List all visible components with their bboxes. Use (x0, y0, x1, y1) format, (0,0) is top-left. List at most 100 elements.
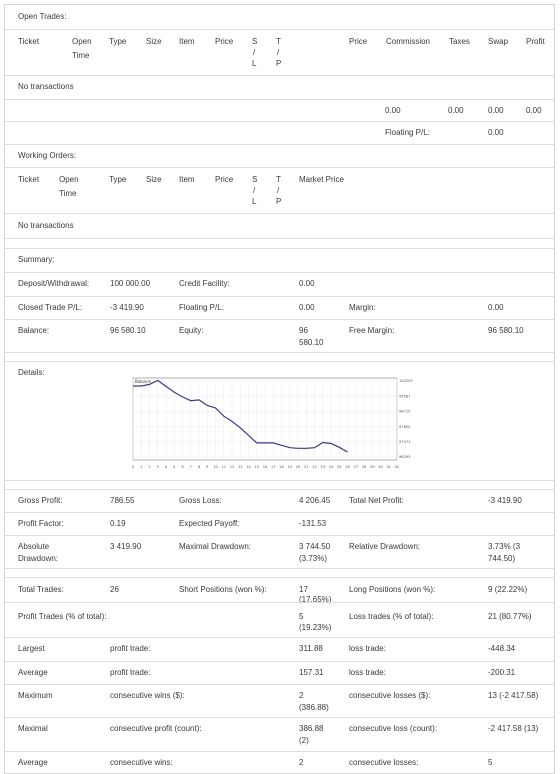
summary-row-2: Closed Trade P/L: -3 419.90 Floating P/L… (5, 296, 554, 319)
trades-row-largest: Largest profit trade: 311.88 loss trade:… (5, 637, 554, 661)
net-profit-value: -3 419.90 (488, 496, 522, 505)
x-tick-label: 5 (173, 465, 175, 469)
relative-drawdown-value-2: 744.50) (488, 554, 516, 563)
deposit-label: Deposit/Withdrawal: (18, 279, 90, 288)
profit-trades-label: Profit Trades (% of total): (18, 612, 107, 621)
total-trades-label: Total Trades: (18, 585, 64, 594)
col-tp-3: P (276, 59, 282, 68)
long-positions-label: Long Positions (won %): (349, 585, 436, 594)
loss-trades-value: 21 (80.77%) (488, 612, 532, 621)
no-transactions-text: No transactions (18, 82, 74, 91)
open-trades-title: Open Trades: (18, 12, 67, 21)
short-positions-label: Short Positions (won %): (179, 585, 267, 594)
col-sl-2: / (253, 186, 256, 195)
closed-pl-label: Closed Trade P/L: (18, 303, 83, 312)
spacer-row (5, 568, 554, 577)
y-tick-label: 96293 (399, 455, 410, 459)
expected-payoff-value: -131.53 (299, 519, 327, 528)
balance-series-line (133, 379, 348, 453)
total-taxes: 0.00 (448, 106, 464, 115)
total-profit: 0.00 (526, 106, 542, 115)
summary-title: Summary: (18, 255, 55, 264)
working-orders-title-row: Working Orders: (5, 144, 554, 167)
max-wins-value-2: (386.88) (299, 703, 329, 712)
total-swap: 0.00 (488, 106, 504, 115)
margin-value: 0.00 (488, 303, 504, 312)
average-label: Average (18, 668, 48, 677)
floating-pl-value: 0.00 (488, 128, 504, 137)
maximal-label: Maximal (18, 724, 48, 733)
x-tick-label: 8 (198, 465, 201, 469)
working-orders-header-row: Ticket Open Time Type Size Item Price S … (5, 167, 554, 213)
x-tick-label: 20 (296, 465, 301, 469)
col-ticket: Ticket (18, 175, 40, 184)
gross-loss-value: 4 206.45 (299, 496, 331, 505)
col-tp-2: / (277, 186, 280, 195)
details-row: Details: 0 1 2 3 4 5 6 7 8 9 10 11 12 13 14 15 16 17 18 19 2… (5, 361, 554, 480)
maximum-label: Maximum (18, 691, 53, 700)
avg-losses-label: consecutive losses: (349, 758, 419, 767)
col-price: Price (215, 175, 234, 184)
x-tick-label: 28 (362, 465, 367, 469)
absolute-drawdown-label-2: Drawdown: (18, 554, 59, 563)
col-swap: Swap (488, 37, 509, 46)
max-losses-label: consecutive losses ($): (349, 691, 431, 700)
col-sl-1: S (252, 37, 258, 46)
col-type: Type (109, 175, 127, 184)
max-wins-label: consecutive wins ($): (110, 691, 185, 700)
free-margin-value: 96 580.10 (488, 326, 524, 335)
trades-row-average: Average profit trade: 157.31 loss trade:… (5, 661, 554, 684)
x-tick-label: 26 (345, 465, 350, 469)
col-tp-3: P (276, 197, 282, 206)
relative-drawdown-value-1: 3.73% (3 (488, 542, 521, 551)
x-tick-label: 30 (378, 465, 383, 469)
col-item: Item (179, 37, 195, 46)
loss-trades-label: Loss trades (% of total): (349, 612, 434, 621)
y-tick-label: 99587 (399, 394, 410, 398)
summary-title-row: Summary: (5, 248, 554, 272)
x-tick-label: 2 (148, 465, 150, 469)
x-tick-label: 3 (157, 465, 159, 469)
largest-loss-label: loss trade: (349, 644, 386, 653)
maximal-drawdown-value-1: 3 744.50 (299, 542, 331, 551)
deposit-value: 100 000.00 (110, 279, 151, 288)
short-positions-value-2: (17.65%) (299, 595, 332, 604)
stats-row-3: Absolute Drawdown: 3 419.90 Maximal Draw… (5, 535, 554, 568)
maximal-profit-value-2: (2) (299, 736, 309, 745)
col-ticket: Ticket (18, 37, 40, 46)
y-tick-label: 98719 (399, 410, 411, 414)
maximal-loss-value: -2 417.58 (13) (488, 724, 539, 733)
x-tick-label: 12 (230, 465, 235, 469)
maximal-loss-label: consecutive loss (count): (349, 724, 438, 733)
floating-pl-value: 0.00 (299, 303, 315, 312)
x-tick-label: 23 (320, 465, 325, 469)
maximal-profit-value-1: 386.88 (299, 724, 324, 733)
x-tick-label: 14 (246, 465, 251, 469)
relative-drawdown-label: Relative Drawdown: (349, 542, 421, 551)
maximal-drawdown-value-2: (3.73%) (299, 554, 328, 563)
report: Open Trades: Ticket Open Time Type Size … (4, 4, 555, 774)
equity-label: Equity: (179, 326, 204, 335)
open-trades-floating-row: Floating P/L: 0.00 (5, 121, 554, 144)
x-tick-label: 6 (181, 465, 184, 469)
trades-row-2: Profit Trades (% of total): 5 (19.23%) L… (5, 602, 554, 637)
x-tick-label: 18 (279, 465, 284, 469)
spacer-row (5, 480, 554, 489)
stats-row-1: Gross Profit: 786.55 Gross Loss: 4 206.4… (5, 489, 554, 512)
col-tp-1: T (276, 37, 281, 46)
balance-chart: 0 1 2 3 4 5 6 7 8 9 10 11 12 13 14 15 16 17 18 19 20 21 22 23 24… (132, 377, 413, 469)
profit-trades-value-2: (19.23%) (299, 623, 332, 632)
x-tick-label: 16 (263, 465, 268, 469)
x-tick-label: 15 (254, 465, 259, 469)
avg-losses-value: 5 (488, 758, 493, 767)
x-tick-label: 0 (132, 465, 135, 469)
x-tick-label: 24 (329, 465, 334, 469)
balance-label: Balance: (18, 326, 50, 335)
x-tick-label: 17 (271, 465, 276, 469)
absolute-drawdown-label-1: Absolute (18, 542, 50, 551)
chart-title: Balance (135, 379, 151, 384)
trades-row-maximal: Maximal consecutive profit (count): 386.… (5, 717, 554, 751)
credit-value: 0.00 (299, 279, 315, 288)
avg-wins-label: consecutive wins: (110, 758, 173, 767)
average-profit-value: 157.31 (299, 668, 324, 677)
